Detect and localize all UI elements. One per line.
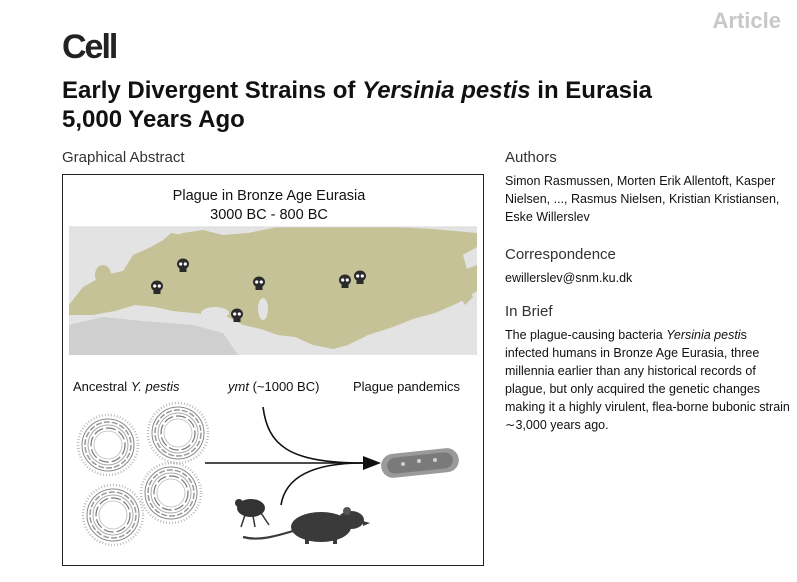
flea-icon <box>235 499 270 528</box>
map-title-line-2: 3000 BC - 800 BC <box>210 207 328 223</box>
correspondence-heading: Correspondence <box>505 246 616 263</box>
article-type-tag: Article <box>712 8 781 33</box>
correspondence-email[interactable]: ewillerslev@snm.ku.dk <box>505 271 633 285</box>
in-brief-approx: ∼ <box>505 418 516 432</box>
in-brief-body: s infected humans in Bronze Age Eurasia,… <box>505 328 790 414</box>
graphical-abstract-label: Graphical Abstract <box>62 149 185 166</box>
map-pacific-inlet <box>463 247 477 269</box>
label-ymt-gene: ymt <box>227 379 250 394</box>
map-japan <box>458 287 473 305</box>
label-ancestral-species: Y. pestis <box>131 379 180 394</box>
map-scandinavia <box>158 233 183 255</box>
map-eurasia-land <box>69 227 477 349</box>
article-title: Early Divergent Strains of Yersinia pest… <box>62 76 792 134</box>
in-brief-species: Yersinia pesti <box>666 328 741 342</box>
map-caspian-sea <box>258 298 268 320</box>
label-ancestral: Ancestral Y. pestis <box>73 379 180 394</box>
genome-circle-icon <box>81 483 145 547</box>
authors-list: Simon Rasmussen, Morten Erik Allentoft, … <box>505 174 780 224</box>
eurasia-map <box>69 226 477 355</box>
map-black-sea <box>201 307 229 319</box>
authors-section: Authors Simon Rasmussen, Morten Erik All… <box>505 149 790 226</box>
rat-icon <box>242 507 370 544</box>
label-ymt: ymt (~1000 BC) <box>227 379 319 394</box>
map-title-line-1: Plague in Bronze Age Eurasia <box>173 188 367 204</box>
arrow-icon <box>205 406 381 506</box>
bacterium-icon <box>381 448 459 478</box>
map-africa <box>69 317 238 355</box>
in-brief-end: 3,000 years ago. <box>515 418 609 432</box>
graphical-abstract: Plague in Bronze Age Eurasia 3000 BC - 8… <box>62 174 484 566</box>
correspondence-section: Correspondence ewillerslev@snm.ku.dk <box>505 246 790 287</box>
in-brief-prefix: The plague-causing bacteria <box>505 328 667 342</box>
label-pandemics: Plague pandemics <box>353 379 460 394</box>
journal-logo: Cell <box>62 28 118 66</box>
label-ymt-date: (~1000 BC) <box>249 379 319 394</box>
in-brief-section: In Brief The plague-causing bacteria Yer… <box>505 303 790 434</box>
graphical-abstract-figure: Plague in Bronze Age Eurasia 3000 BC - 8… <box>69 188 477 547</box>
in-brief-text: The plague-causing bacteria Yersinia pes… <box>505 326 790 434</box>
title-part-2: in Eurasia <box>530 77 653 104</box>
map-britain <box>95 265 111 285</box>
genome-circle-icon <box>146 401 210 465</box>
authors-heading: Authors <box>505 149 557 166</box>
title-italic-species: Yersinia pestis <box>362 77 531 104</box>
title-part-1: Early Divergent Strains of <box>62 77 363 104</box>
genome-circle-icon <box>139 461 203 525</box>
in-brief-heading: In Brief <box>505 303 553 320</box>
label-ancestral-prefix: Ancestral <box>73 379 131 394</box>
genome-circle-icon <box>76 413 140 477</box>
title-line-2: 5,000 Years Ago <box>62 106 245 133</box>
